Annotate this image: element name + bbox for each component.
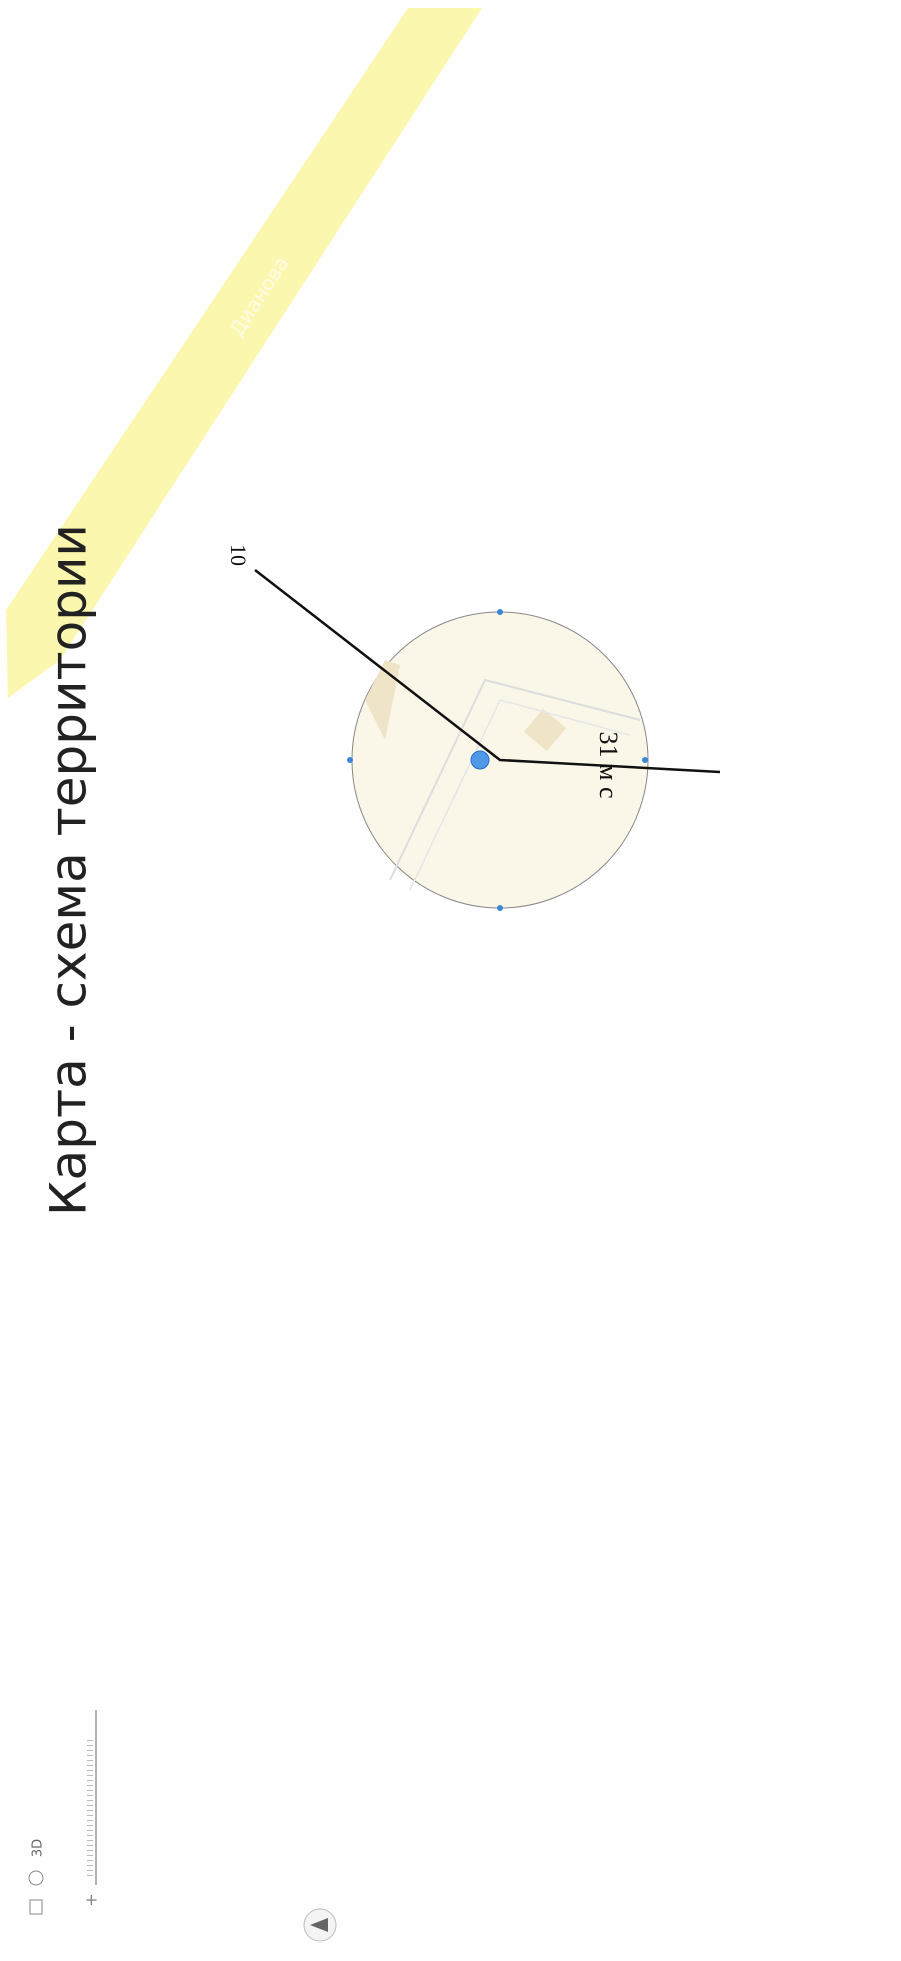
view-3d[interactable]: 3D [31, 1839, 46, 1857]
page-svg: Дианова Карта - схема территории 10 31 м… [0, 0, 901, 1961]
distance-label: 31 м с [594, 732, 623, 799]
marker [471, 751, 489, 769]
title: Карта - схема территории [40, 524, 98, 1216]
handle [497, 905, 503, 911]
handle [642, 757, 648, 763]
handle [497, 609, 503, 615]
point-label: 10 [226, 544, 251, 566]
handle [347, 757, 353, 763]
page: Дианова Карта - схема территории 10 31 м… [0, 0, 901, 1961]
background [0, 0, 901, 1961]
zoom-in[interactable]: + [82, 1893, 101, 1906]
